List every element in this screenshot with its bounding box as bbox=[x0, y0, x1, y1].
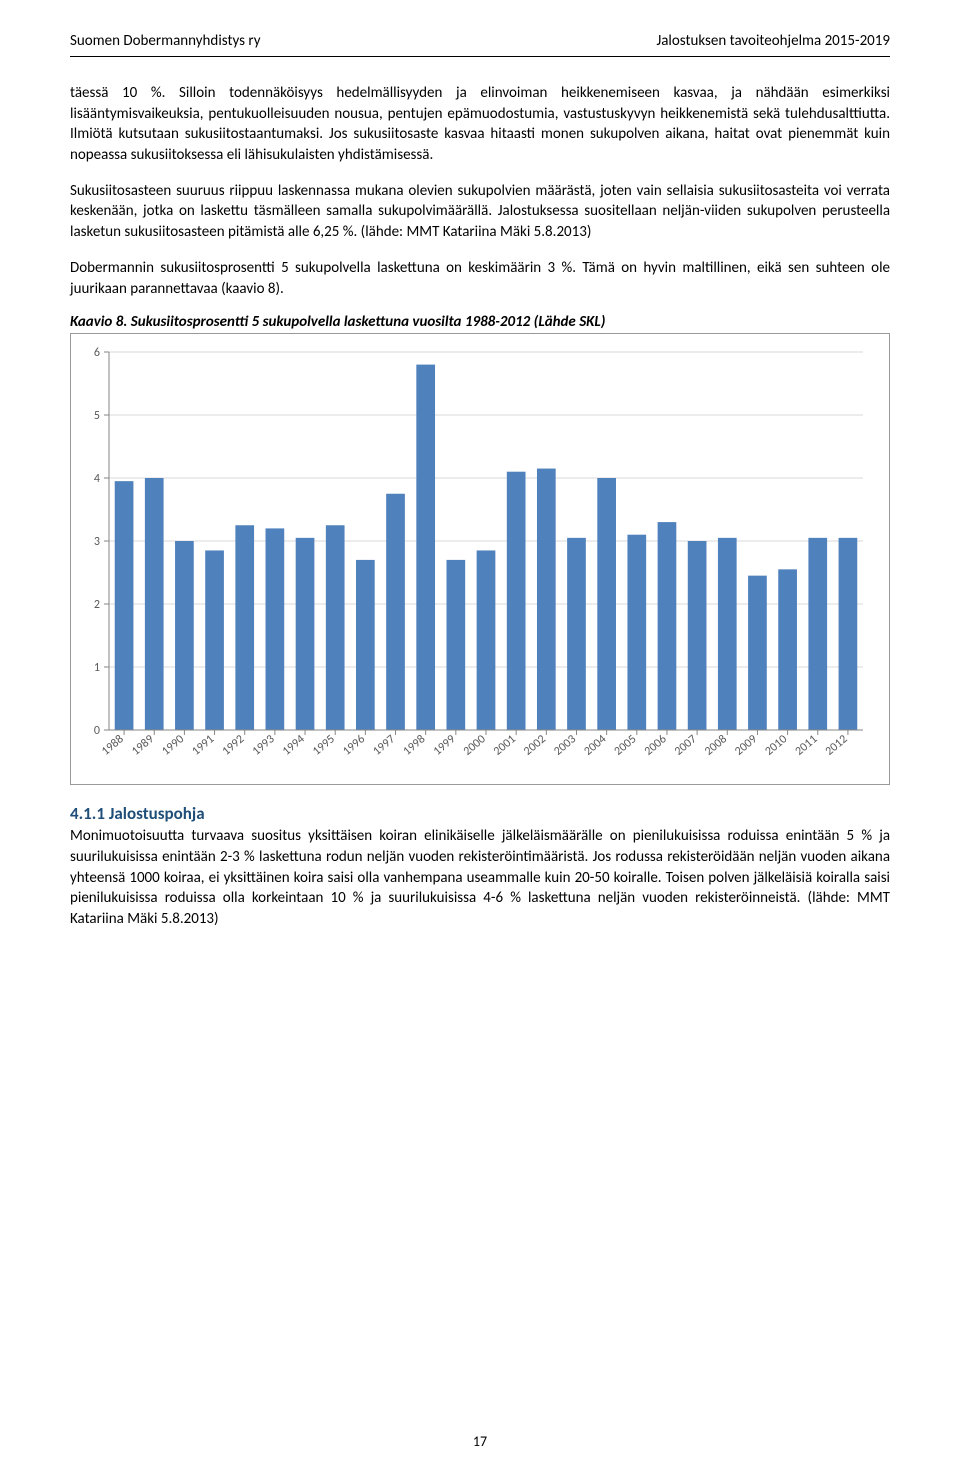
svg-text:1992: 1992 bbox=[220, 733, 248, 759]
svg-text:2003: 2003 bbox=[551, 733, 579, 759]
svg-text:1994: 1994 bbox=[280, 733, 308, 759]
svg-text:1: 1 bbox=[94, 661, 100, 675]
svg-text:2010: 2010 bbox=[763, 733, 791, 759]
svg-text:1991: 1991 bbox=[189, 733, 217, 759]
page-number: 17 bbox=[0, 1433, 960, 1450]
svg-text:5: 5 bbox=[94, 409, 100, 423]
section-heading: 4.1.1 Jalostuspohja bbox=[70, 803, 890, 824]
svg-text:2012: 2012 bbox=[823, 733, 851, 759]
svg-text:0: 0 bbox=[94, 724, 100, 738]
header-left: Suomen Dobermannyhdistys ry bbox=[70, 32, 260, 50]
page-header: Suomen Dobermannyhdistys ry Jalostuksen … bbox=[70, 32, 890, 50]
svg-text:4: 4 bbox=[94, 472, 100, 486]
chart-caption: Kaavio 8. Sukusiitosprosentti 5 sukupolv… bbox=[70, 313, 890, 331]
header-rule bbox=[70, 56, 890, 57]
chart-container: 0123456198819891990199119921993199419951… bbox=[70, 333, 890, 785]
svg-text:1995: 1995 bbox=[310, 733, 338, 759]
svg-text:1998: 1998 bbox=[401, 733, 429, 759]
svg-text:2004: 2004 bbox=[582, 733, 610, 759]
svg-text:1990: 1990 bbox=[159, 733, 187, 759]
svg-text:2011: 2011 bbox=[793, 733, 821, 759]
svg-text:2007: 2007 bbox=[672, 733, 700, 759]
svg-text:1996: 1996 bbox=[340, 733, 368, 759]
svg-text:2008: 2008 bbox=[702, 733, 730, 759]
svg-text:1993: 1993 bbox=[250, 733, 278, 759]
svg-text:2000: 2000 bbox=[461, 733, 489, 759]
svg-text:2: 2 bbox=[94, 598, 100, 612]
svg-text:1989: 1989 bbox=[129, 733, 157, 759]
svg-text:2009: 2009 bbox=[732, 733, 760, 759]
svg-text:2002: 2002 bbox=[521, 733, 549, 759]
svg-text:3: 3 bbox=[94, 535, 100, 549]
paragraph-1: täessä 10 %. Silloin todennäköisyys hede… bbox=[70, 83, 890, 166]
paragraph-4: Monimuotoisuutta turvaava suositus yksit… bbox=[70, 826, 890, 929]
paragraph-3: Dobermannin sukusiitosprosentti 5 sukupo… bbox=[70, 258, 890, 299]
svg-text:2001: 2001 bbox=[491, 733, 519, 759]
paragraph-2: Sukusiitosasteen suuruus riippuu laskenn… bbox=[70, 181, 890, 243]
svg-text:6: 6 bbox=[94, 346, 100, 360]
svg-text:2005: 2005 bbox=[612, 733, 640, 759]
svg-text:1997: 1997 bbox=[370, 733, 398, 759]
svg-text:1999: 1999 bbox=[431, 733, 459, 759]
svg-text:1988: 1988 bbox=[99, 733, 127, 759]
header-right: Jalostuksen tavoiteohjelma 2015-2019 bbox=[656, 32, 890, 50]
bar-chart: 0123456198819891990199119921993199419951… bbox=[79, 342, 869, 782]
svg-text:2006: 2006 bbox=[642, 733, 670, 759]
